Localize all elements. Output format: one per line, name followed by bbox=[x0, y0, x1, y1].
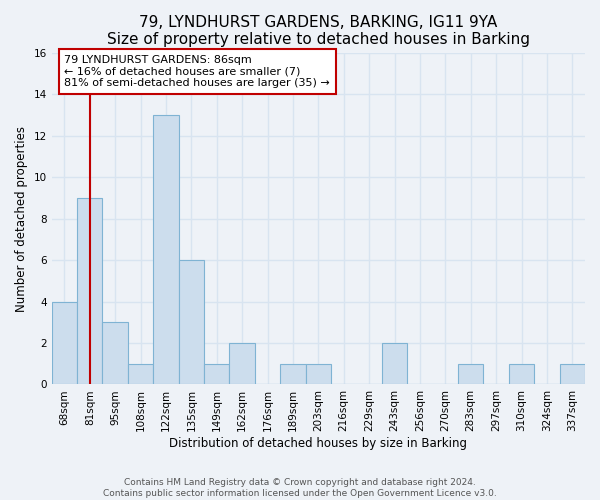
Text: Contains HM Land Registry data © Crown copyright and database right 2024.
Contai: Contains HM Land Registry data © Crown c… bbox=[103, 478, 497, 498]
Bar bbox=[52, 302, 77, 384]
Bar bbox=[229, 343, 255, 384]
Bar bbox=[280, 364, 305, 384]
Bar bbox=[179, 260, 204, 384]
Bar bbox=[458, 364, 484, 384]
Bar bbox=[77, 198, 103, 384]
Bar bbox=[128, 364, 153, 384]
Text: 79 LYNDHURST GARDENS: 86sqm
← 16% of detached houses are smaller (7)
81% of semi: 79 LYNDHURST GARDENS: 86sqm ← 16% of det… bbox=[64, 55, 330, 88]
Bar bbox=[103, 322, 128, 384]
Bar bbox=[382, 343, 407, 384]
X-axis label: Distribution of detached houses by size in Barking: Distribution of detached houses by size … bbox=[169, 437, 467, 450]
Y-axis label: Number of detached properties: Number of detached properties bbox=[15, 126, 28, 312]
Bar bbox=[509, 364, 534, 384]
Bar bbox=[204, 364, 229, 384]
Bar bbox=[153, 115, 179, 384]
Title: 79, LYNDHURST GARDENS, BARKING, IG11 9YA
Size of property relative to detached h: 79, LYNDHURST GARDENS, BARKING, IG11 9YA… bbox=[107, 15, 530, 48]
Bar bbox=[305, 364, 331, 384]
Bar bbox=[560, 364, 585, 384]
